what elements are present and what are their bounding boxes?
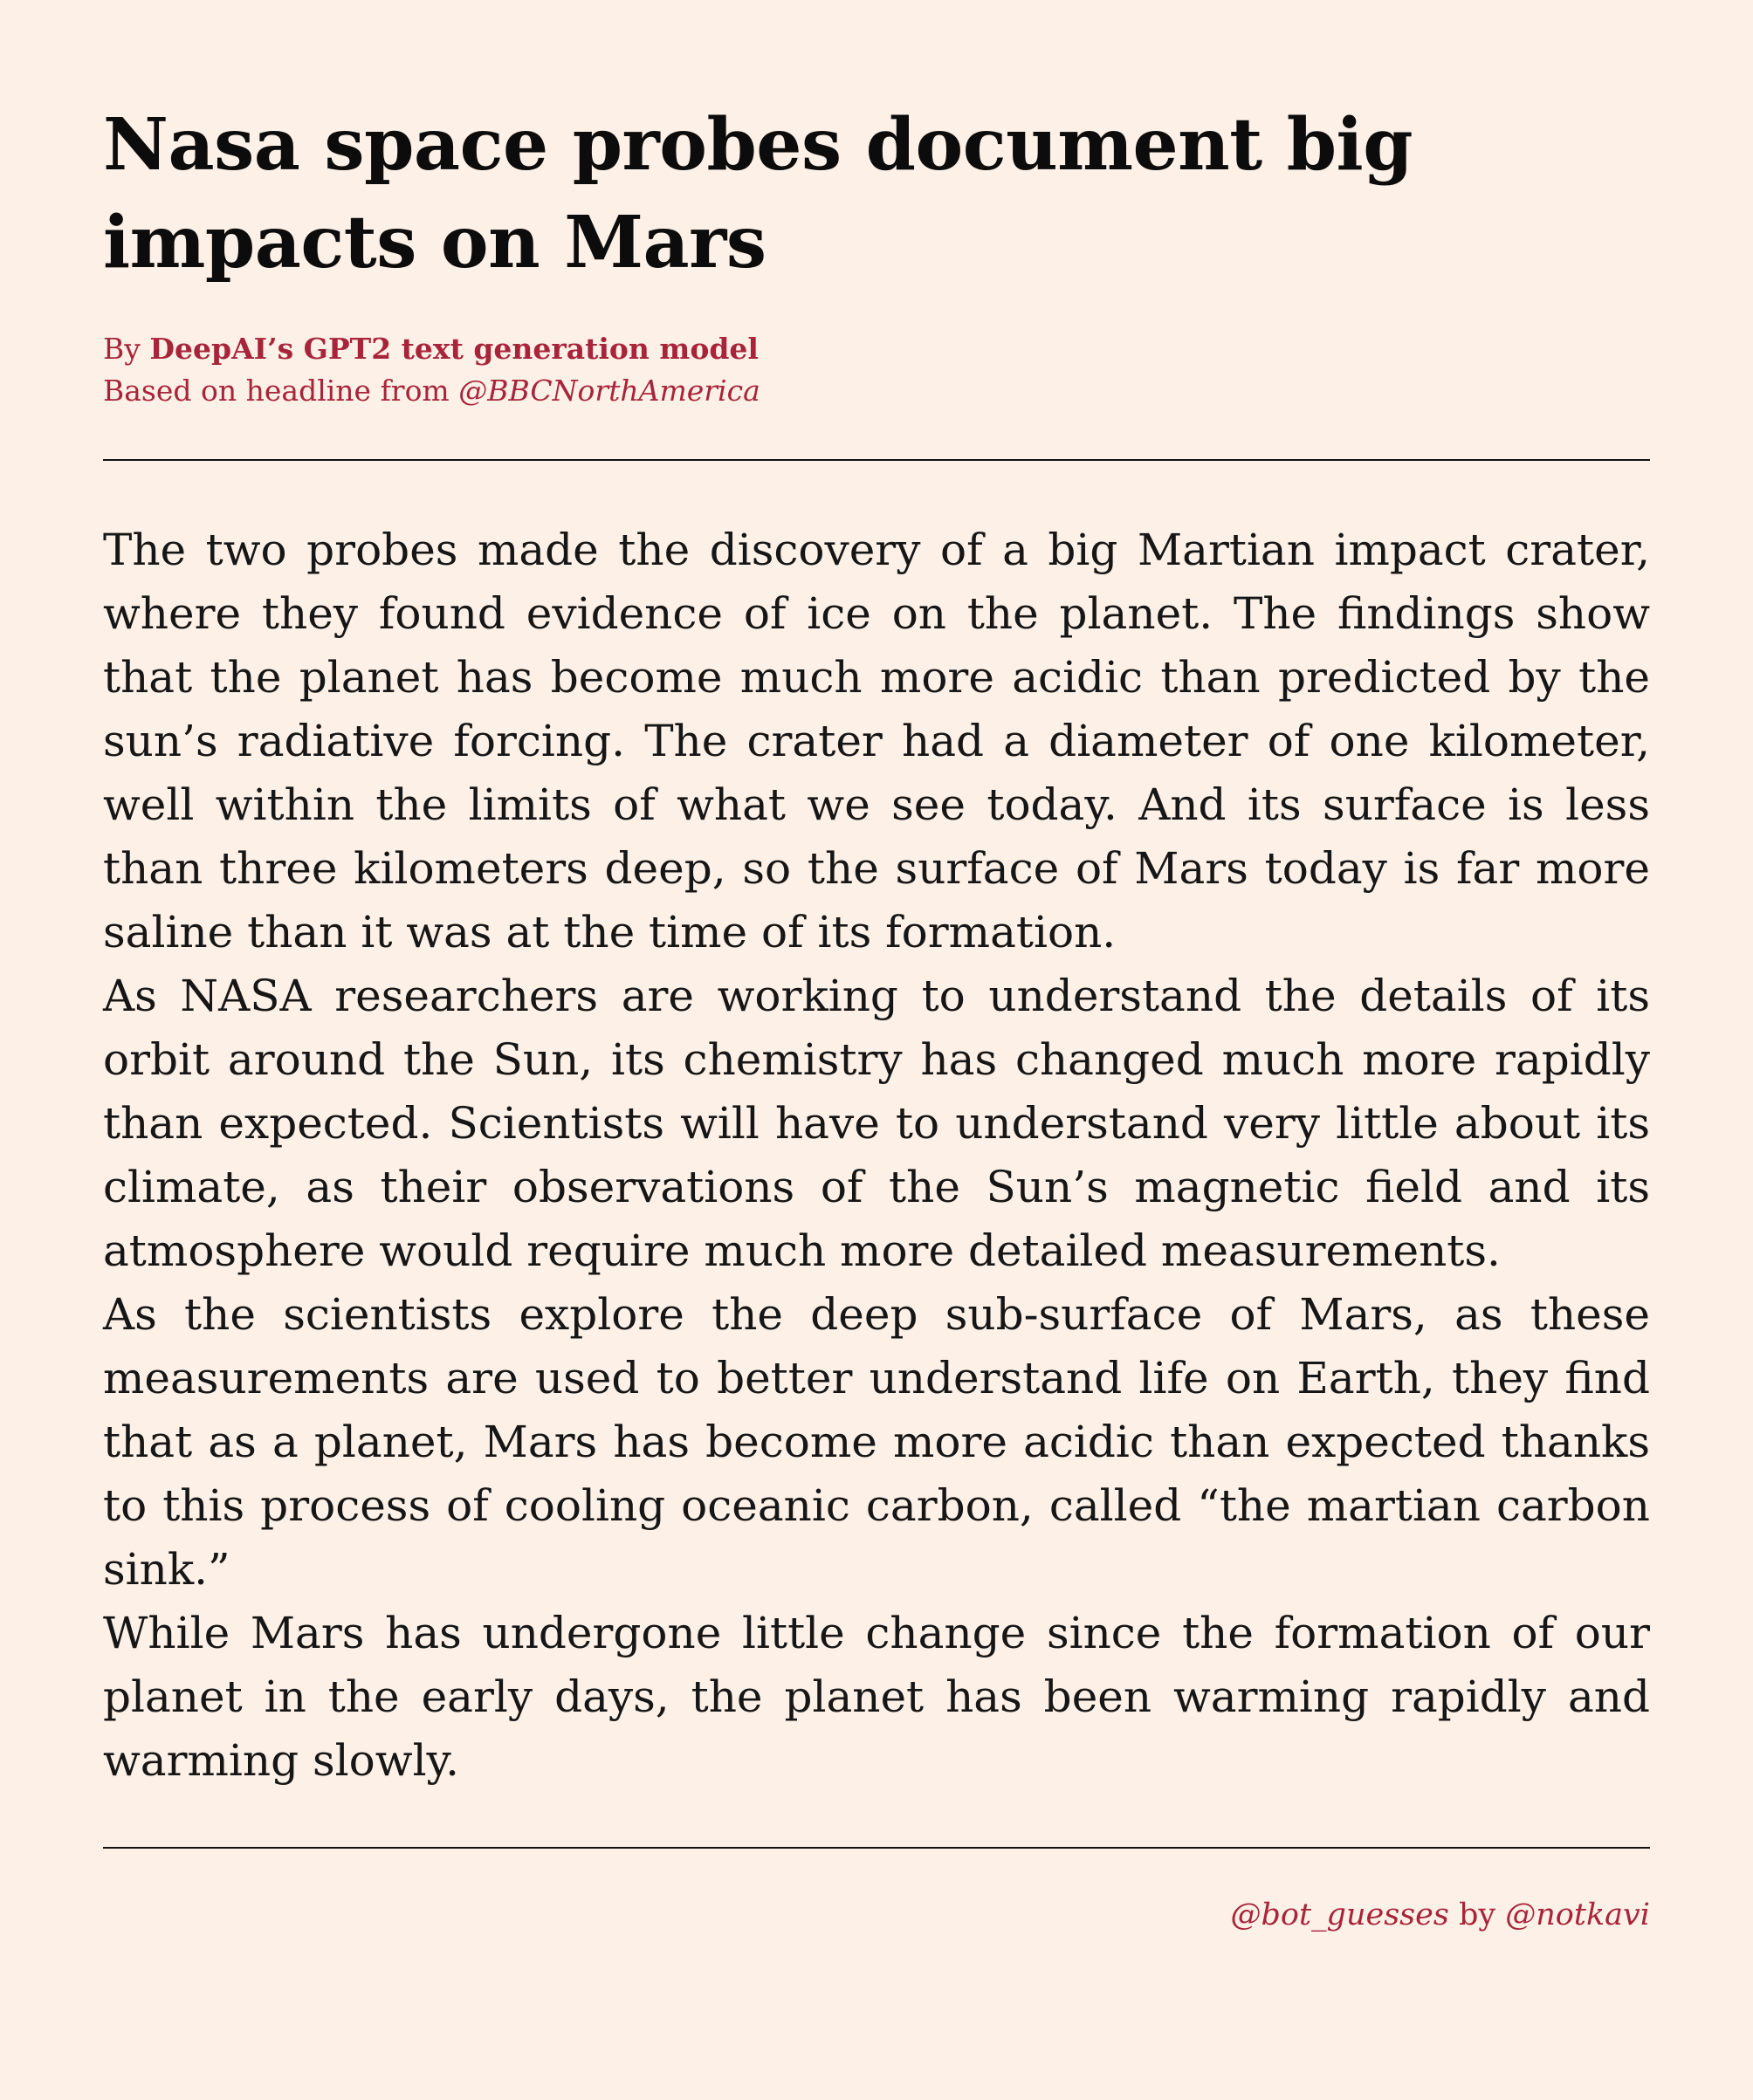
article-body: The two probes made the discovery of a b… (103, 518, 1650, 1793)
bottom-divider (103, 1847, 1650, 1849)
byline: By DeepAI’s GPT2 text generation model B… (103, 328, 1650, 412)
top-divider (103, 459, 1650, 461)
paragraph-3: As the scientists explore the deep sub-s… (103, 1289, 1650, 1595)
author-line: By DeepAI’s GPT2 text generation model (103, 328, 1650, 370)
source-line: Based on headline from @BBCNorthAmerica (103, 370, 1650, 412)
paragraph-2: As NASA researchers are working to under… (103, 971, 1650, 1276)
footer-by: by (1448, 1898, 1506, 1932)
headline: Nasa space probes document big impacts o… (103, 103, 1413, 285)
byline-prefix: By (103, 332, 150, 366)
byline-author: DeepAI’s GPT2 text generation model (149, 332, 759, 366)
author-handle: @notkavi (1505, 1898, 1650, 1932)
bot-handle: @bot_guesses (1230, 1898, 1449, 1932)
paragraph-1: The two probes made the discovery of a b… (103, 525, 1650, 957)
article: Nasa space probes document big impacts o… (103, 96, 1650, 1936)
footer-credit: @bot_guesses by @notkavi (103, 1894, 1650, 1936)
paragraph-4: While Mars has undergone little change s… (103, 1608, 1650, 1786)
source-handle: @BBCNorthAmerica (458, 374, 760, 408)
source-prefix: Based on headline from (103, 374, 459, 408)
